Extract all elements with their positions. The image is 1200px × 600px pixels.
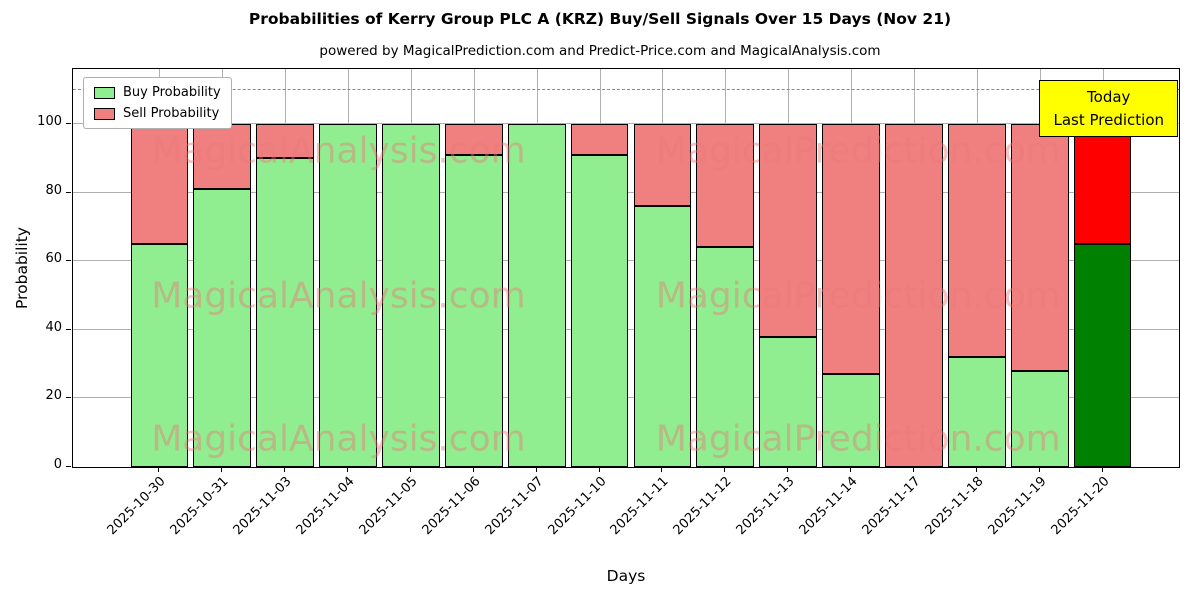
legend-entry-buy: Buy Probability <box>94 85 221 100</box>
bar-segment-buy <box>507 123 566 467</box>
x-tick-mark <box>221 467 223 472</box>
plot-area: Buy Probability Sell Probability Today L… <box>72 68 1180 468</box>
y-tick-mark <box>66 466 71 467</box>
x-tick-mark <box>598 467 600 472</box>
dashed-threshold-line <box>73 88 1179 90</box>
x-tick-mark <box>284 467 286 472</box>
bar-segment-buy <box>382 123 440 467</box>
bar-segment-sell <box>696 123 755 248</box>
legend-entry-sell: Sell Probability <box>94 106 221 121</box>
bar-segment-buy <box>633 206 692 467</box>
y-tick-mark <box>66 397 71 399</box>
bar-segment-sell <box>570 123 629 155</box>
bar-segment-buy <box>256 158 315 467</box>
bar-segment-sell <box>885 123 943 467</box>
y-tick-label: 40 <box>45 319 62 335</box>
y-tick-mark <box>66 260 71 262</box>
bar-segment-buy <box>947 357 1006 467</box>
bar-segment-buy <box>822 374 880 467</box>
x-tick-mark <box>975 467 977 472</box>
y-tick-label: 0 <box>53 457 62 472</box>
chart-title: Probabilities of Kerry Group PLC A (KRZ)… <box>248 10 952 28</box>
bar-segment-buy <box>759 336 818 467</box>
y-tick-mark <box>66 328 71 330</box>
x-tick-mark <box>850 467 852 472</box>
x-axis-label: Days <box>606 567 646 585</box>
today-annotation: Today Last Prediction <box>1039 80 1178 137</box>
bar-segment-buy <box>696 247 755 467</box>
bar-segment-buy <box>130 243 189 467</box>
x-tick-mark <box>158 467 160 472</box>
x-tick-mark <box>1101 467 1103 472</box>
x-tick-mark <box>535 467 537 472</box>
x-tick-mark <box>409 467 411 472</box>
legend-label-buy: Buy Probability <box>123 85 221 100</box>
bar-segment-sell <box>947 123 1006 358</box>
x-tick-mark <box>912 467 914 472</box>
x-tick-mark <box>472 467 474 472</box>
x-tick-mark <box>1038 467 1040 472</box>
bar-segment-sell <box>193 123 252 190</box>
chart-subtitle: powered by MagicalPrediction.com and Pre… <box>319 43 881 59</box>
bar-segment-buy <box>570 154 629 467</box>
bar-segment-buy <box>1010 370 1069 467</box>
buy-swatch-icon <box>94 86 115 99</box>
y-tick-mark <box>66 191 71 193</box>
bar-segment-sell <box>633 123 692 207</box>
grid-line-horizontal <box>73 122 1179 124</box>
bar-segment-sell <box>130 123 189 244</box>
annotation-line-1: Today <box>1087 88 1131 106</box>
bar-segment-buy <box>444 154 503 467</box>
y-axis-label: Probability <box>13 227 31 309</box>
x-tick-mark <box>787 467 789 472</box>
bar-segment-sell <box>444 123 503 155</box>
annotation-line-2: Last Prediction <box>1053 110 1164 129</box>
y-tick-label: 20 <box>45 388 62 404</box>
bar-segment-buy <box>319 123 377 467</box>
legend-label-sell: Sell Probability <box>123 106 220 121</box>
bar-segment-sell <box>822 123 880 375</box>
bar-segment-buy <box>193 189 252 467</box>
x-tick-mark <box>347 467 349 472</box>
bar-segment-sell <box>1010 123 1069 371</box>
x-tick-mark <box>724 467 726 472</box>
y-tick-mark <box>66 122 71 124</box>
bar-segment-sell <box>759 123 818 337</box>
bar-segment-sell <box>1073 123 1132 244</box>
y-tick-label: 100 <box>37 113 62 129</box>
y-tick-label: 80 <box>45 182 62 198</box>
legend: Buy Probability Sell Probability <box>83 77 232 129</box>
bar-segment-sell <box>256 123 315 159</box>
bar-segment-buy <box>1073 243 1132 467</box>
x-tick-mark <box>661 467 663 472</box>
y-tick-label: 60 <box>45 251 62 267</box>
sell-swatch-icon <box>94 107 115 120</box>
